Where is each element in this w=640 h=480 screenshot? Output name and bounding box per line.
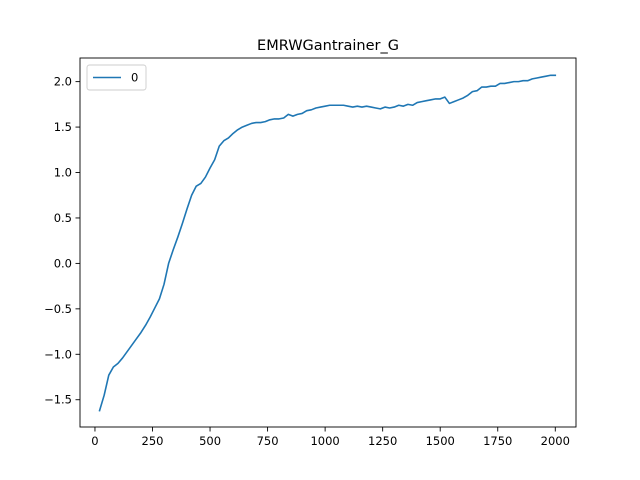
plot-area [98,74,557,412]
x-tick-label: 500 [199,434,221,448]
y-axis-ticks: −1.5 −1.0 −0.5 0.0 0.5 1.0 1.5 2.0 [44,75,80,407]
y-tick-label: −1.5 [44,393,72,407]
x-tick-label: 1000 [310,434,339,448]
y-tick-label: 2.0 [54,75,72,89]
series-line-0 [98,74,557,412]
y-tick-label: −0.5 [44,302,72,316]
plot-frame [79,57,577,428]
x-tick-label: 1500 [426,434,455,448]
chart-title: EMRWGantrainer_G [257,38,399,54]
y-tick-label: 1.5 [54,120,72,134]
legend: 0 [86,64,147,91]
y-tick-label: 1.0 [54,166,72,180]
x-tick-label: 1750 [483,434,512,448]
y-tick-label: 0.0 [54,256,72,270]
x-tick-label: 1250 [368,434,397,448]
x-axis-ticks: 0 250 500 750 1000 1250 1500 1750 2000 [91,427,570,448]
x-tick-label: 0 [91,434,98,448]
y-tick-label: 0.5 [54,211,72,225]
legend-label: 0 [131,71,138,85]
y-tick-label: −1.0 [44,347,72,361]
x-tick-label: 2000 [541,434,570,448]
x-tick-label: 750 [257,434,279,448]
x-tick-label: 250 [142,434,164,448]
